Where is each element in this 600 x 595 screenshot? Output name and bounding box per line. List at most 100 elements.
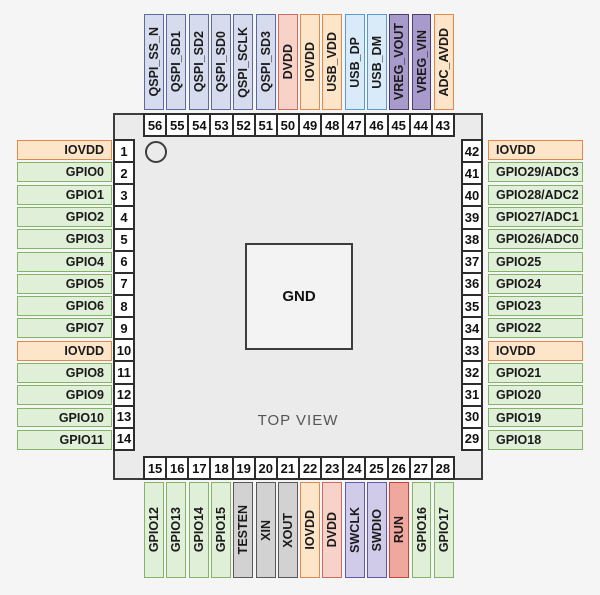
pin-numbers-top: 56 55 54 53 52 51 50 49 48 47 46 45 44 43 — [143, 113, 455, 137]
pin-label-39-gpio27-adc1: GPIO27/ADC1 — [488, 207, 583, 227]
pin-label-32-gpio21: GPIO21 — [488, 363, 583, 383]
pin-label-text: GPIO19 — [496, 410, 542, 425]
pin-label-52-qspi-sclk: QSPI_SCLK — [233, 14, 254, 110]
pin-label-11-gpio8: GPIO8 — [17, 363, 112, 383]
pin-number-29: 29 — [461, 426, 483, 451]
pin-label-50-dvdd: DVDD — [277, 14, 298, 110]
pin-number-22: 22 — [297, 456, 323, 480]
pin-label-55-qspi-sd1: QSPI_SD1 — [166, 14, 187, 110]
pin-label-text: GPIO25 — [496, 254, 542, 269]
pin-label-56-qspi-ss-n: QSPI_SS_N — [144, 14, 165, 110]
pin-label-43-adc-avdd: ADC_AVDD — [433, 14, 454, 110]
pin-number-4: 4 — [113, 205, 135, 230]
pin-number-15: 15 — [143, 456, 168, 480]
pin-number-8: 8 — [113, 293, 135, 319]
pin-label-text: IOVDD — [496, 343, 536, 358]
pin-number-30: 30 — [461, 404, 483, 429]
pin-number-45: 45 — [386, 113, 411, 137]
pin-label-9-gpio7: GPIO7 — [17, 318, 112, 339]
pin-label-28-gpio17: GPIO17 — [433, 482, 454, 578]
pin-label-text: GPIO10 — [58, 410, 104, 425]
pin-label-2-gpio0: GPIO0 — [17, 162, 112, 183]
pin-label-41-gpio29-adc3: GPIO29/ADC3 — [488, 162, 583, 183]
pin-label-text: GPIO22 — [496, 321, 542, 336]
pin-number-42: 42 — [461, 139, 483, 164]
pin-label-1-iovdd: IOVDD — [17, 140, 112, 161]
pin-number-35: 35 — [461, 293, 483, 319]
pin-label-17-gpio14: GPIO14 — [188, 482, 209, 578]
pin-label-51-qspi-sd3: QSPI_SD3 — [255, 14, 276, 110]
pin-label-text: GPIO8 — [65, 365, 104, 380]
pin-label-7-gpio5: GPIO5 — [17, 273, 112, 294]
pin-label-25-swdio: SWDIO — [367, 482, 387, 578]
pin-label-21-xout: XOUT — [277, 482, 298, 578]
pin-number-50: 50 — [275, 113, 300, 137]
pin-number-28: 28 — [430, 456, 455, 480]
pin-label-text: GPIO20 — [496, 388, 542, 403]
pin-label-text: RUN — [392, 516, 407, 544]
ground-pad-label: GND — [282, 288, 316, 305]
pin-label-text: IOVDD — [496, 143, 536, 158]
pin-label-16-gpio13: GPIO13 — [166, 482, 187, 578]
pin-label-53-qspi-sd0: QSPI_SD0 — [211, 14, 231, 110]
pin-label-text: GPIO5 — [65, 276, 104, 291]
pin-number-20: 20 — [253, 456, 278, 480]
pin-number-53: 53 — [209, 113, 234, 137]
pin-label-15-gpio12: GPIO12 — [144, 482, 165, 578]
pin-label-34-gpio22: GPIO22 — [488, 318, 583, 339]
pin-label-46-usb-dm: USB_DM — [367, 14, 387, 110]
pin-label-38-gpio26-adc0: GPIO26/ADC0 — [488, 229, 583, 250]
pin-label-text: GPIO18 — [496, 432, 542, 447]
pin-label-text: GPIO24 — [496, 276, 542, 291]
pin-number-47: 47 — [342, 113, 367, 137]
pin-number-12: 12 — [113, 382, 135, 407]
pin-label-30-gpio19: GPIO19 — [488, 407, 583, 428]
pin-label-20-xin: XIN — [255, 482, 276, 578]
pin1-indicator-circle — [145, 141, 167, 163]
pin-label-text: GPIO21 — [496, 365, 542, 380]
pin-label-text: DVDD — [280, 44, 295, 80]
pin-number-23: 23 — [320, 456, 345, 480]
pin-number-13: 13 — [113, 404, 135, 429]
pin-number-49: 49 — [297, 113, 323, 137]
pin-number-11: 11 — [113, 360, 135, 385]
pin-number-6: 6 — [113, 249, 135, 274]
pin-label-29-gpio18: GPIO18 — [488, 429, 583, 450]
pin-label-23-dvdd: DVDD — [322, 482, 343, 578]
pin-number-32: 32 — [461, 360, 483, 385]
pin-label-48-usb-vdd: USB_VDD — [322, 14, 343, 110]
pin-number-14: 14 — [113, 426, 135, 451]
pin-label-text: DVDD — [325, 512, 340, 548]
pin-labels-top: QSPI_SS_N QSPI_SD1 QSPI_SD2 QSPI_SD0 QSPI_SC… — [143, 14, 455, 110]
pin-number-38: 38 — [461, 227, 483, 252]
pin-number-52: 52 — [231, 113, 256, 137]
pin-label-text: GPIO7 — [65, 321, 104, 336]
pin-number-9: 9 — [113, 316, 135, 341]
pin-label-text: IOVDD — [64, 343, 104, 358]
pin-number-36: 36 — [461, 271, 483, 296]
pin-label-18-gpio15: GPIO15 — [211, 482, 231, 578]
pin-number-54: 54 — [187, 113, 212, 137]
pin-label-text: GPIO4 — [65, 254, 104, 269]
pin-number-26: 26 — [386, 456, 411, 480]
pin-label-4-gpio2: GPIO2 — [17, 207, 112, 227]
pin-label-24-swclk: SWCLK — [344, 482, 365, 578]
pin-label-text: GPIO12 — [147, 507, 162, 553]
pin-label-text: QSPI_SD0 — [213, 31, 228, 93]
pin-number-18: 18 — [209, 456, 234, 480]
pin-label-text: GPIO9 — [65, 388, 104, 403]
pin-labels-bottom: GPIO12 GPIO13 GPIO14 GPIO15 TESTEN XIN XOUT IOV… — [143, 482, 455, 578]
pin-label-42-iovdd: IOVDD — [488, 140, 583, 161]
pin-number-16: 16 — [165, 456, 190, 480]
pin-number-24: 24 — [342, 456, 367, 480]
pin-numbers-bottom: 15 16 17 18 19 20 21 22 23 24 25 26 27 28 — [143, 456, 455, 480]
pin-label-text: TESTEN — [236, 505, 251, 555]
pin-number-19: 19 — [231, 456, 256, 480]
pin-label-5-gpio3: GPIO3 — [17, 229, 112, 250]
pin-label-text: GPIO16 — [414, 507, 429, 553]
pin-label-45-vreg-vout: VREG_VOUT — [389, 14, 410, 110]
pin-number-44: 44 — [408, 113, 433, 137]
pin-label-text: XIN — [258, 519, 273, 541]
pin-label-27-gpio16: GPIO16 — [411, 482, 432, 578]
